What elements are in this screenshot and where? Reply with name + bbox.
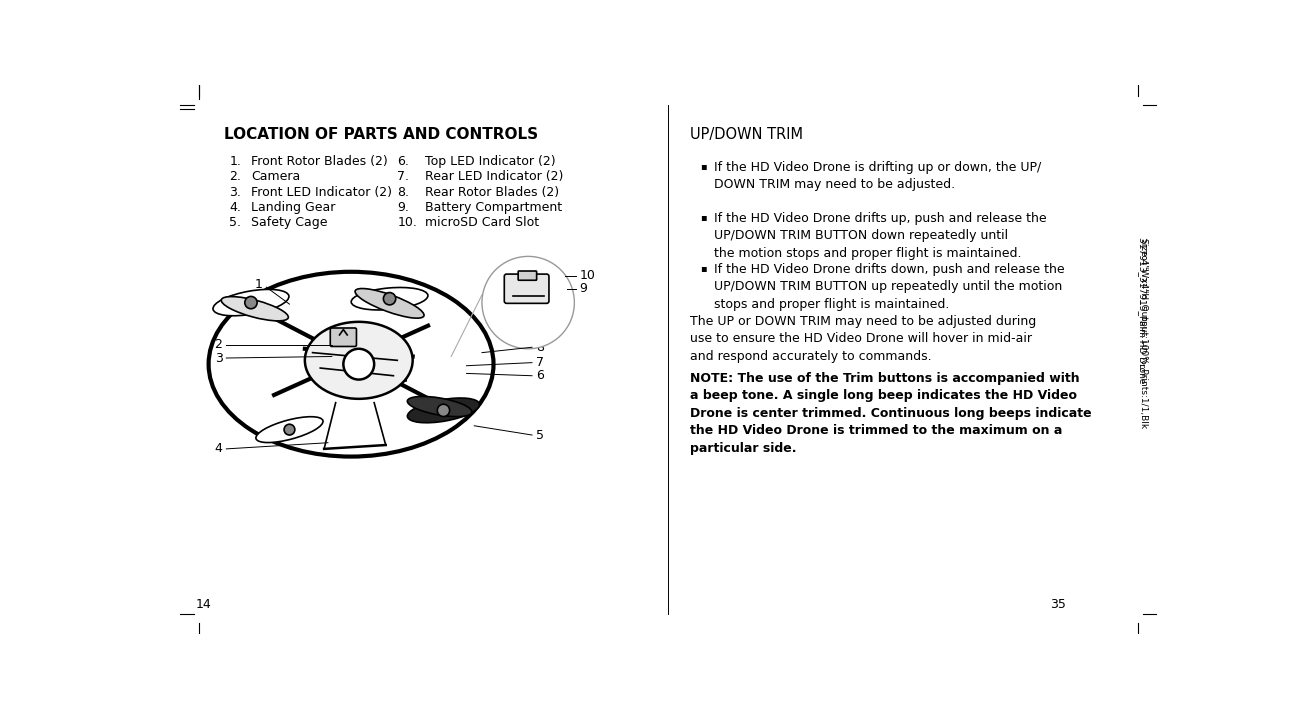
Text: 1: 1 xyxy=(254,278,262,291)
Circle shape xyxy=(245,296,257,309)
Text: 35: 35 xyxy=(1050,598,1067,611)
Text: 7: 7 xyxy=(536,356,544,369)
Text: Battery Compartment: Battery Compartment xyxy=(425,201,562,214)
Circle shape xyxy=(383,293,395,305)
Circle shape xyxy=(284,424,295,435)
Text: The UP or DOWN TRIM may need to be adjusted during
use to ensure the HD Video Dr: The UP or DOWN TRIM may need to be adjus… xyxy=(690,315,1037,363)
Text: 1.: 1. xyxy=(230,155,241,168)
Ellipse shape xyxy=(355,288,424,318)
Ellipse shape xyxy=(351,288,428,310)
Text: 8.: 8. xyxy=(398,186,409,199)
Text: NOTE: The use of the Trim buttons is accompanied with
a beep tone. A single long: NOTE: The use of the Trim buttons is acc… xyxy=(690,372,1091,455)
Text: Landing Gear: Landing Gear xyxy=(250,201,335,214)
Text: microSD Card Slot: microSD Card Slot xyxy=(425,216,539,229)
Text: Front Rotor Blades (2): Front Rotor Blades (2) xyxy=(250,155,387,168)
Text: Safety Cage: Safety Cage xyxy=(250,216,327,229)
FancyBboxPatch shape xyxy=(330,328,356,347)
Ellipse shape xyxy=(407,398,480,423)
Ellipse shape xyxy=(305,322,412,399)
Text: 8: 8 xyxy=(536,341,544,354)
Ellipse shape xyxy=(213,289,289,316)
FancyBboxPatch shape xyxy=(505,274,549,303)
Circle shape xyxy=(437,404,450,417)
Ellipse shape xyxy=(209,272,493,456)
Text: 10: 10 xyxy=(580,269,596,282)
Circle shape xyxy=(343,349,374,379)
Text: 5.: 5. xyxy=(230,216,241,229)
Text: 3.: 3. xyxy=(230,186,241,199)
Text: If the HD Video Drone is drifting up or down, the UP/
DOWN TRIM may need to be a: If the HD Video Drone is drifting up or … xyxy=(715,161,1042,192)
Text: If the HD Video Drone drifts down, push and release the
UP/DOWN TRIM BUTTON up r: If the HD Video Drone drifts down, push … xyxy=(715,263,1065,310)
Text: Camera: Camera xyxy=(250,170,300,183)
Text: UP/DOWN TRIM: UP/DOWN TRIM xyxy=(690,127,803,142)
FancyBboxPatch shape xyxy=(518,271,537,281)
Text: 2: 2 xyxy=(215,338,223,352)
Text: Front LED Indicator (2): Front LED Indicator (2) xyxy=(250,186,393,199)
Text: 10.: 10. xyxy=(398,216,417,229)
Text: Rear Rotor Blades (2): Rear Rotor Blades (2) xyxy=(425,186,559,199)
Text: 3: 3 xyxy=(215,352,223,365)
Ellipse shape xyxy=(256,417,323,443)
Text: 9.: 9. xyxy=(398,201,409,214)
Text: 14: 14 xyxy=(196,598,211,611)
Circle shape xyxy=(482,256,574,349)
Text: ▪: ▪ xyxy=(700,211,707,221)
Text: If the HD Video Drone drifts up, push and release the
UP/DOWN TRIM BUTTON down r: If the HD Video Drone drifts up, push an… xyxy=(715,211,1047,260)
Ellipse shape xyxy=(407,397,472,417)
Text: 6.: 6. xyxy=(398,155,409,168)
Ellipse shape xyxy=(222,297,288,321)
Text: ▪: ▪ xyxy=(700,161,707,171)
Text: 7.: 7. xyxy=(398,170,409,183)
Text: 2.: 2. xyxy=(230,170,241,183)
Text: 317913_317915_Palm HD Drone: 317913_317915_Palm HD Drone xyxy=(1138,237,1148,384)
Text: 5: 5 xyxy=(536,429,544,441)
Text: 4: 4 xyxy=(215,442,223,456)
Text: LOCATION OF PARTS AND CONTROLS: LOCATION OF PARTS AND CONTROLS xyxy=(224,127,539,142)
Text: 9: 9 xyxy=(580,282,588,295)
Text: Size:4"Wx4"H_Output:100%_Prints:1/1,Blk: Size:4"Wx4"H_Output:100%_Prints:1/1,Blk xyxy=(1138,238,1148,429)
Text: 4.: 4. xyxy=(230,201,241,214)
Text: ▪: ▪ xyxy=(700,263,707,273)
Text: Top LED Indicator (2): Top LED Indicator (2) xyxy=(425,155,556,168)
Text: Rear LED Indicator (2): Rear LED Indicator (2) xyxy=(425,170,563,183)
Text: 6: 6 xyxy=(536,370,544,382)
